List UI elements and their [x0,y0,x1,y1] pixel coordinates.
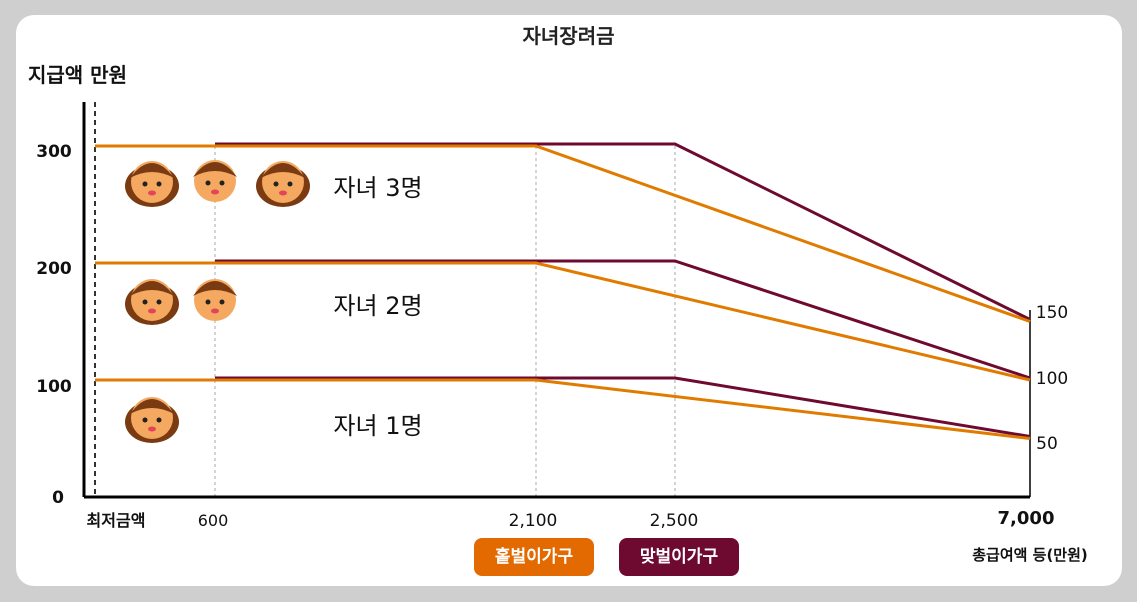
x-tick-2500: 2,500 [650,511,699,531]
x-tick-7000: 7,000 [998,508,1055,529]
x-tick-min: 최저금액 [87,511,146,530]
girl-face-icon [125,279,179,325]
group-label-3: 자녀 3명 [333,174,422,202]
boy-face-icon [193,279,237,321]
legend-dual-income: 맞벌이가구 [619,538,739,576]
y-tick-100: 100 [36,377,72,397]
x-tick-2100: 2,100 [509,511,558,531]
single-income-line-2 [95,261,1031,382]
single-income-line-1 [95,378,1031,440]
dual-income-line-2 [215,259,1031,380]
right-tick-100: 100 [1036,369,1068,389]
girl-face-icon [125,397,179,443]
group-label-2: 자녀 2명 [333,292,422,320]
single-income-line-3 [95,144,1031,323]
girl-face-icon [256,161,310,207]
group-label-1: 자녀 1명 [333,412,422,440]
page-title: 자녀장려금 [522,24,615,48]
dual-income-line-3 [215,142,1031,321]
right-tick-150: 150 [1036,303,1068,323]
y-tick-300: 300 [36,142,72,162]
boy-face-icon [193,160,237,202]
legend-single-income: 홑벌이가구 [474,538,594,576]
dual-income-line-1 [215,376,1031,438]
y-tick-0: 0 [52,488,64,508]
right-tick-50: 50 [1036,434,1058,454]
y-tick-200: 200 [36,259,72,279]
x-axis-label: 총급여액 등(만원) [972,546,1088,564]
x-tick-600: 600 [198,511,229,530]
y-axis-label: 지급액 만원 [28,63,127,87]
girl-face-icon [125,161,179,207]
